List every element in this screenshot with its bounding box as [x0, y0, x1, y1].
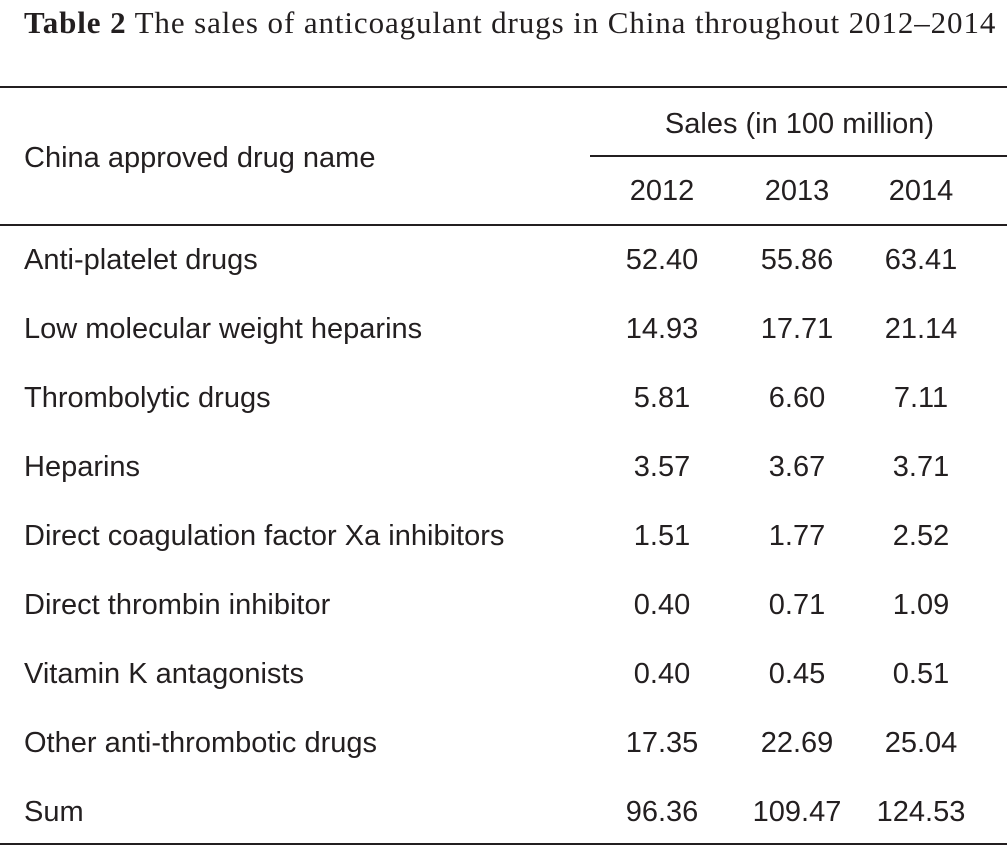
- header-rule: [0, 224, 1007, 226]
- sales-2014-cell: 7.11: [893, 382, 949, 414]
- sales-2014-cell: 21.14: [884, 313, 958, 345]
- drug-name-cell: Sum: [24, 796, 84, 828]
- sales-2013-cell: 3.67: [768, 451, 826, 483]
- sales-2012-cell: 52.40: [625, 244, 699, 276]
- sales-2013-cell: 6.60: [768, 382, 826, 414]
- group-header: Sales (in 100 million): [664, 108, 935, 140]
- sales-2012-cell: 0.40: [633, 658, 691, 690]
- drug-name-cell: Other anti-thrombotic drugs: [24, 727, 377, 759]
- sales-2012-cell: 1.51: [633, 520, 691, 552]
- drug-name-cell: Anti-platelet drugs: [24, 244, 258, 276]
- sales-2014-cell: 0.51: [892, 658, 950, 690]
- sales-2012-cell: 0.40: [633, 589, 691, 621]
- sales-2013-cell: 17.71: [760, 313, 834, 345]
- sales-2013-cell: 0.45: [768, 658, 826, 690]
- sales-2014-cell: 63.41: [884, 244, 958, 276]
- sales-2014-cell: 1.09: [892, 589, 950, 621]
- table-title: The sales of anticoagulant drugs in Chin…: [134, 5, 997, 40]
- sales-2014-cell: 25.04: [884, 727, 958, 759]
- row-header: China approved drug name: [24, 142, 376, 174]
- drug-name-cell: Low molecular weight heparins: [24, 313, 423, 345]
- drug-name-cell: Direct thrombin inhibitor: [24, 589, 331, 621]
- year-header-2013: 2013: [764, 175, 830, 207]
- sales-2014-cell: 124.53: [876, 796, 966, 828]
- table-label: Table 2: [24, 5, 127, 40]
- sales-2013-cell: 22.69: [760, 727, 834, 759]
- top-rule: [0, 86, 1007, 88]
- sales-2012-cell: 5.81: [633, 382, 691, 414]
- sales-2012-cell: 96.36: [625, 796, 699, 828]
- sales-2014-cell: 3.71: [892, 451, 950, 483]
- sales-2013-cell: 109.47: [752, 796, 842, 828]
- group-rule: [590, 155, 1007, 157]
- sales-2013-cell: 0.71: [768, 589, 826, 621]
- sales-2013-cell: 1.77: [768, 520, 826, 552]
- drug-name-cell: Direct coagulation factor Xa inhibitors: [24, 520, 505, 552]
- sales-2012-cell: 17.35: [625, 727, 699, 759]
- year-header-2014: 2014: [888, 175, 954, 207]
- table-caption: Table 2 The sales of anticoagulant drugs…: [24, 0, 999, 46]
- year-header-2012: 2012: [629, 175, 695, 207]
- drug-name-cell: Heparins: [24, 451, 141, 483]
- sales-2013-cell: 55.86: [760, 244, 834, 276]
- sales-2012-cell: 14.93: [625, 313, 699, 345]
- sales-2012-cell: 3.57: [633, 451, 691, 483]
- drug-name-cell: Thrombolytic drugs: [24, 382, 271, 414]
- sales-2014-cell: 2.52: [892, 520, 950, 552]
- drug-name-cell: Vitamin K antagonists: [24, 658, 304, 690]
- bottom-rule: [0, 843, 1007, 845]
